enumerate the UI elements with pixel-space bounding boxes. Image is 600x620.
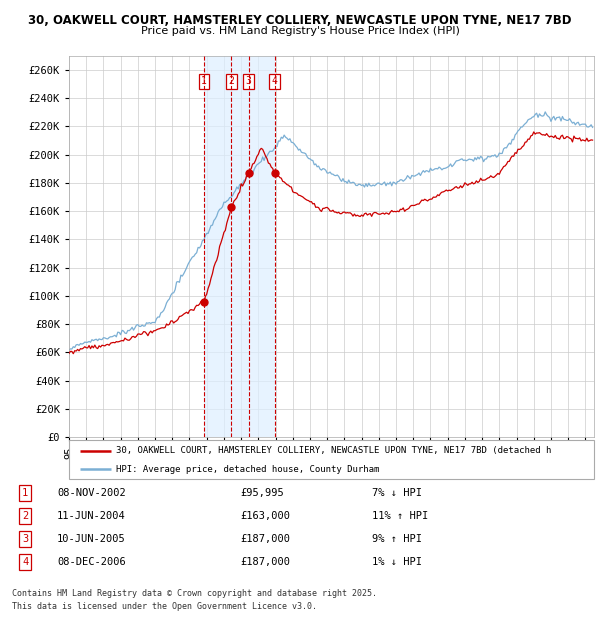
Text: £95,995: £95,995	[240, 488, 284, 498]
Bar	[204, 56, 275, 437]
Text: £187,000: £187,000	[240, 534, 290, 544]
Text: 3: 3	[22, 534, 28, 544]
Text: 1: 1	[22, 488, 28, 498]
Text: 11-JUN-2004: 11-JUN-2004	[57, 511, 126, 521]
Text: 9% ↑ HPI: 9% ↑ HPI	[372, 534, 422, 544]
Text: 11% ↑ HPI: 11% ↑ HPI	[372, 511, 428, 521]
Text: 1: 1	[201, 76, 207, 86]
Text: 4: 4	[22, 557, 28, 567]
Text: 30, OAKWELL COURT, HAMSTERLEY COLLIERY, NEWCASTLE UPON TYNE, NE17 7BD: 30, OAKWELL COURT, HAMSTERLEY COLLIERY, …	[28, 14, 572, 27]
Text: HPI: Average price, detached house, County Durham: HPI: Average price, detached house, Coun…	[116, 464, 380, 474]
Text: This data is licensed under the Open Government Licence v3.0.: This data is licensed under the Open Gov…	[12, 602, 317, 611]
Text: Contains HM Land Registry data © Crown copyright and database right 2025.: Contains HM Land Registry data © Crown c…	[12, 590, 377, 598]
Text: 2: 2	[22, 511, 28, 521]
Text: 08-DEC-2006: 08-DEC-2006	[57, 557, 126, 567]
Text: 08-NOV-2002: 08-NOV-2002	[57, 488, 126, 498]
Text: Price paid vs. HM Land Registry's House Price Index (HPI): Price paid vs. HM Land Registry's House …	[140, 26, 460, 36]
Text: 4: 4	[272, 76, 277, 86]
Text: 1% ↓ HPI: 1% ↓ HPI	[372, 557, 422, 567]
Text: 10-JUN-2005: 10-JUN-2005	[57, 534, 126, 544]
Text: 2: 2	[229, 76, 235, 86]
Text: £187,000: £187,000	[240, 557, 290, 567]
Text: 3: 3	[246, 76, 251, 86]
Text: 7% ↓ HPI: 7% ↓ HPI	[372, 488, 422, 498]
Text: 30, OAKWELL COURT, HAMSTERLEY COLLIERY, NEWCASTLE UPON TYNE, NE17 7BD (detached : 30, OAKWELL COURT, HAMSTERLEY COLLIERY, …	[116, 446, 551, 456]
Text: £163,000: £163,000	[240, 511, 290, 521]
